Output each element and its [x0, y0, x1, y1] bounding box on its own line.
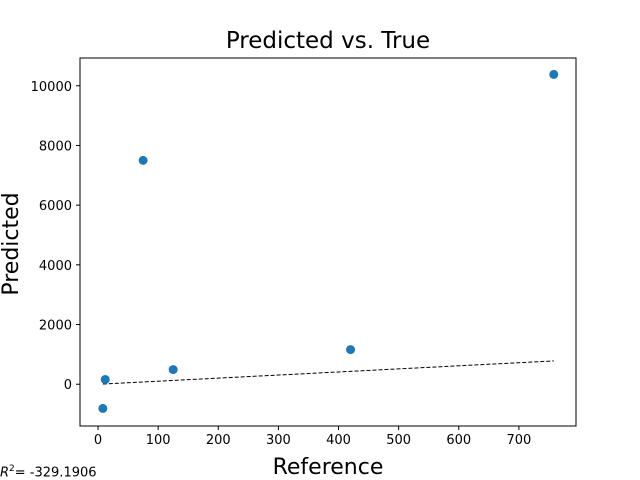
r-squared-symbol: R [0, 465, 10, 480]
x-tick-label: 0 [94, 433, 102, 448]
x-tick-label: 100 [146, 433, 171, 448]
y-tick-label: 8000 [39, 139, 72, 154]
y-tick-label: 10000 [31, 80, 72, 95]
x-axis-label: Reference [273, 455, 384, 480]
y-axis-label: Predicted [0, 192, 24, 295]
data-point [98, 403, 108, 413]
chart-title: Predicted vs. True [226, 28, 430, 54]
x-tick-label: 600 [446, 433, 471, 448]
x-tick-label: 700 [506, 433, 531, 448]
y-tick-label: 2000 [39, 319, 72, 334]
data-point [138, 155, 148, 165]
x-tick-label: 200 [206, 433, 231, 448]
x-tick-label: 500 [386, 433, 411, 448]
x-tick-label: 300 [266, 433, 291, 448]
fit-line [102, 360, 554, 385]
data-point [168, 365, 178, 375]
y-tick-label: 6000 [39, 199, 72, 214]
r-squared-exponent: 2 [9, 464, 15, 474]
y-tick-label: 0 [64, 378, 72, 393]
r-squared-annotation: R2= -329.1906 [0, 464, 97, 480]
y-tick-label: 4000 [39, 259, 72, 274]
plot-area-frame [79, 57, 577, 427]
data-point [549, 69, 559, 79]
r-squared-value: = -329.1906 [14, 465, 97, 480]
data-point [346, 345, 356, 355]
x-tick-label: 400 [326, 433, 351, 448]
data-point [100, 374, 110, 384]
